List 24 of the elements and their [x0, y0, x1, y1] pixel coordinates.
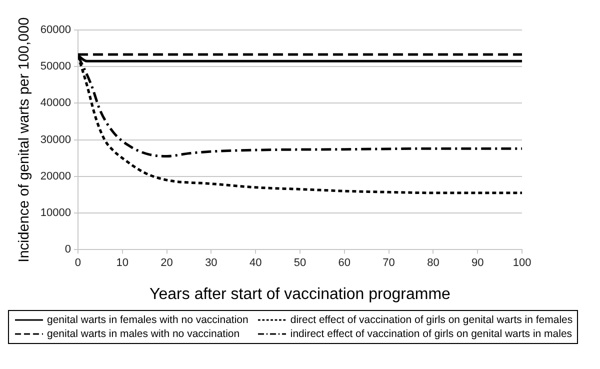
legend-label: genital warts in males with no vaccination: [47, 328, 240, 340]
legend-label: direct effect of vaccination of girls on genital warts in females: [290, 314, 573, 326]
y-tick-label: 0: [64, 244, 71, 256]
y-tick-label: 40000: [40, 97, 71, 110]
x-tick-label: 50: [294, 257, 306, 270]
x-tick-label: 30: [205, 257, 218, 270]
x-tick-label: 60: [338, 257, 351, 270]
legend-label: genital warts in females with no vaccination: [47, 314, 248, 326]
y-tick-label: 50000: [40, 60, 71, 73]
x-axis-title: Years after start of vaccination programme: [150, 286, 451, 303]
x-tick-label: 70: [382, 257, 395, 270]
y-tick-label: 20000: [40, 170, 71, 182]
x-tick-label: 40: [249, 257, 262, 270]
y-axis-title: Incidence of genital warts per 100,000: [16, 17, 33, 262]
legend-label: indirect effect of vaccination of girls on genital warts in males: [290, 328, 572, 340]
x-tick-label: 90: [471, 257, 484, 270]
x-tick-label: 80: [427, 257, 440, 270]
x-tick-label: 0: [74, 257, 82, 270]
x-tick-label: 10: [116, 257, 129, 270]
y-tick-label: 10000: [40, 207, 71, 220]
y-tick-label: 60000: [40, 24, 71, 36]
x-tick-label: 20: [160, 257, 173, 270]
x-tick-label: 100: [512, 257, 532, 270]
y-tick-label: 30000: [40, 134, 71, 146]
